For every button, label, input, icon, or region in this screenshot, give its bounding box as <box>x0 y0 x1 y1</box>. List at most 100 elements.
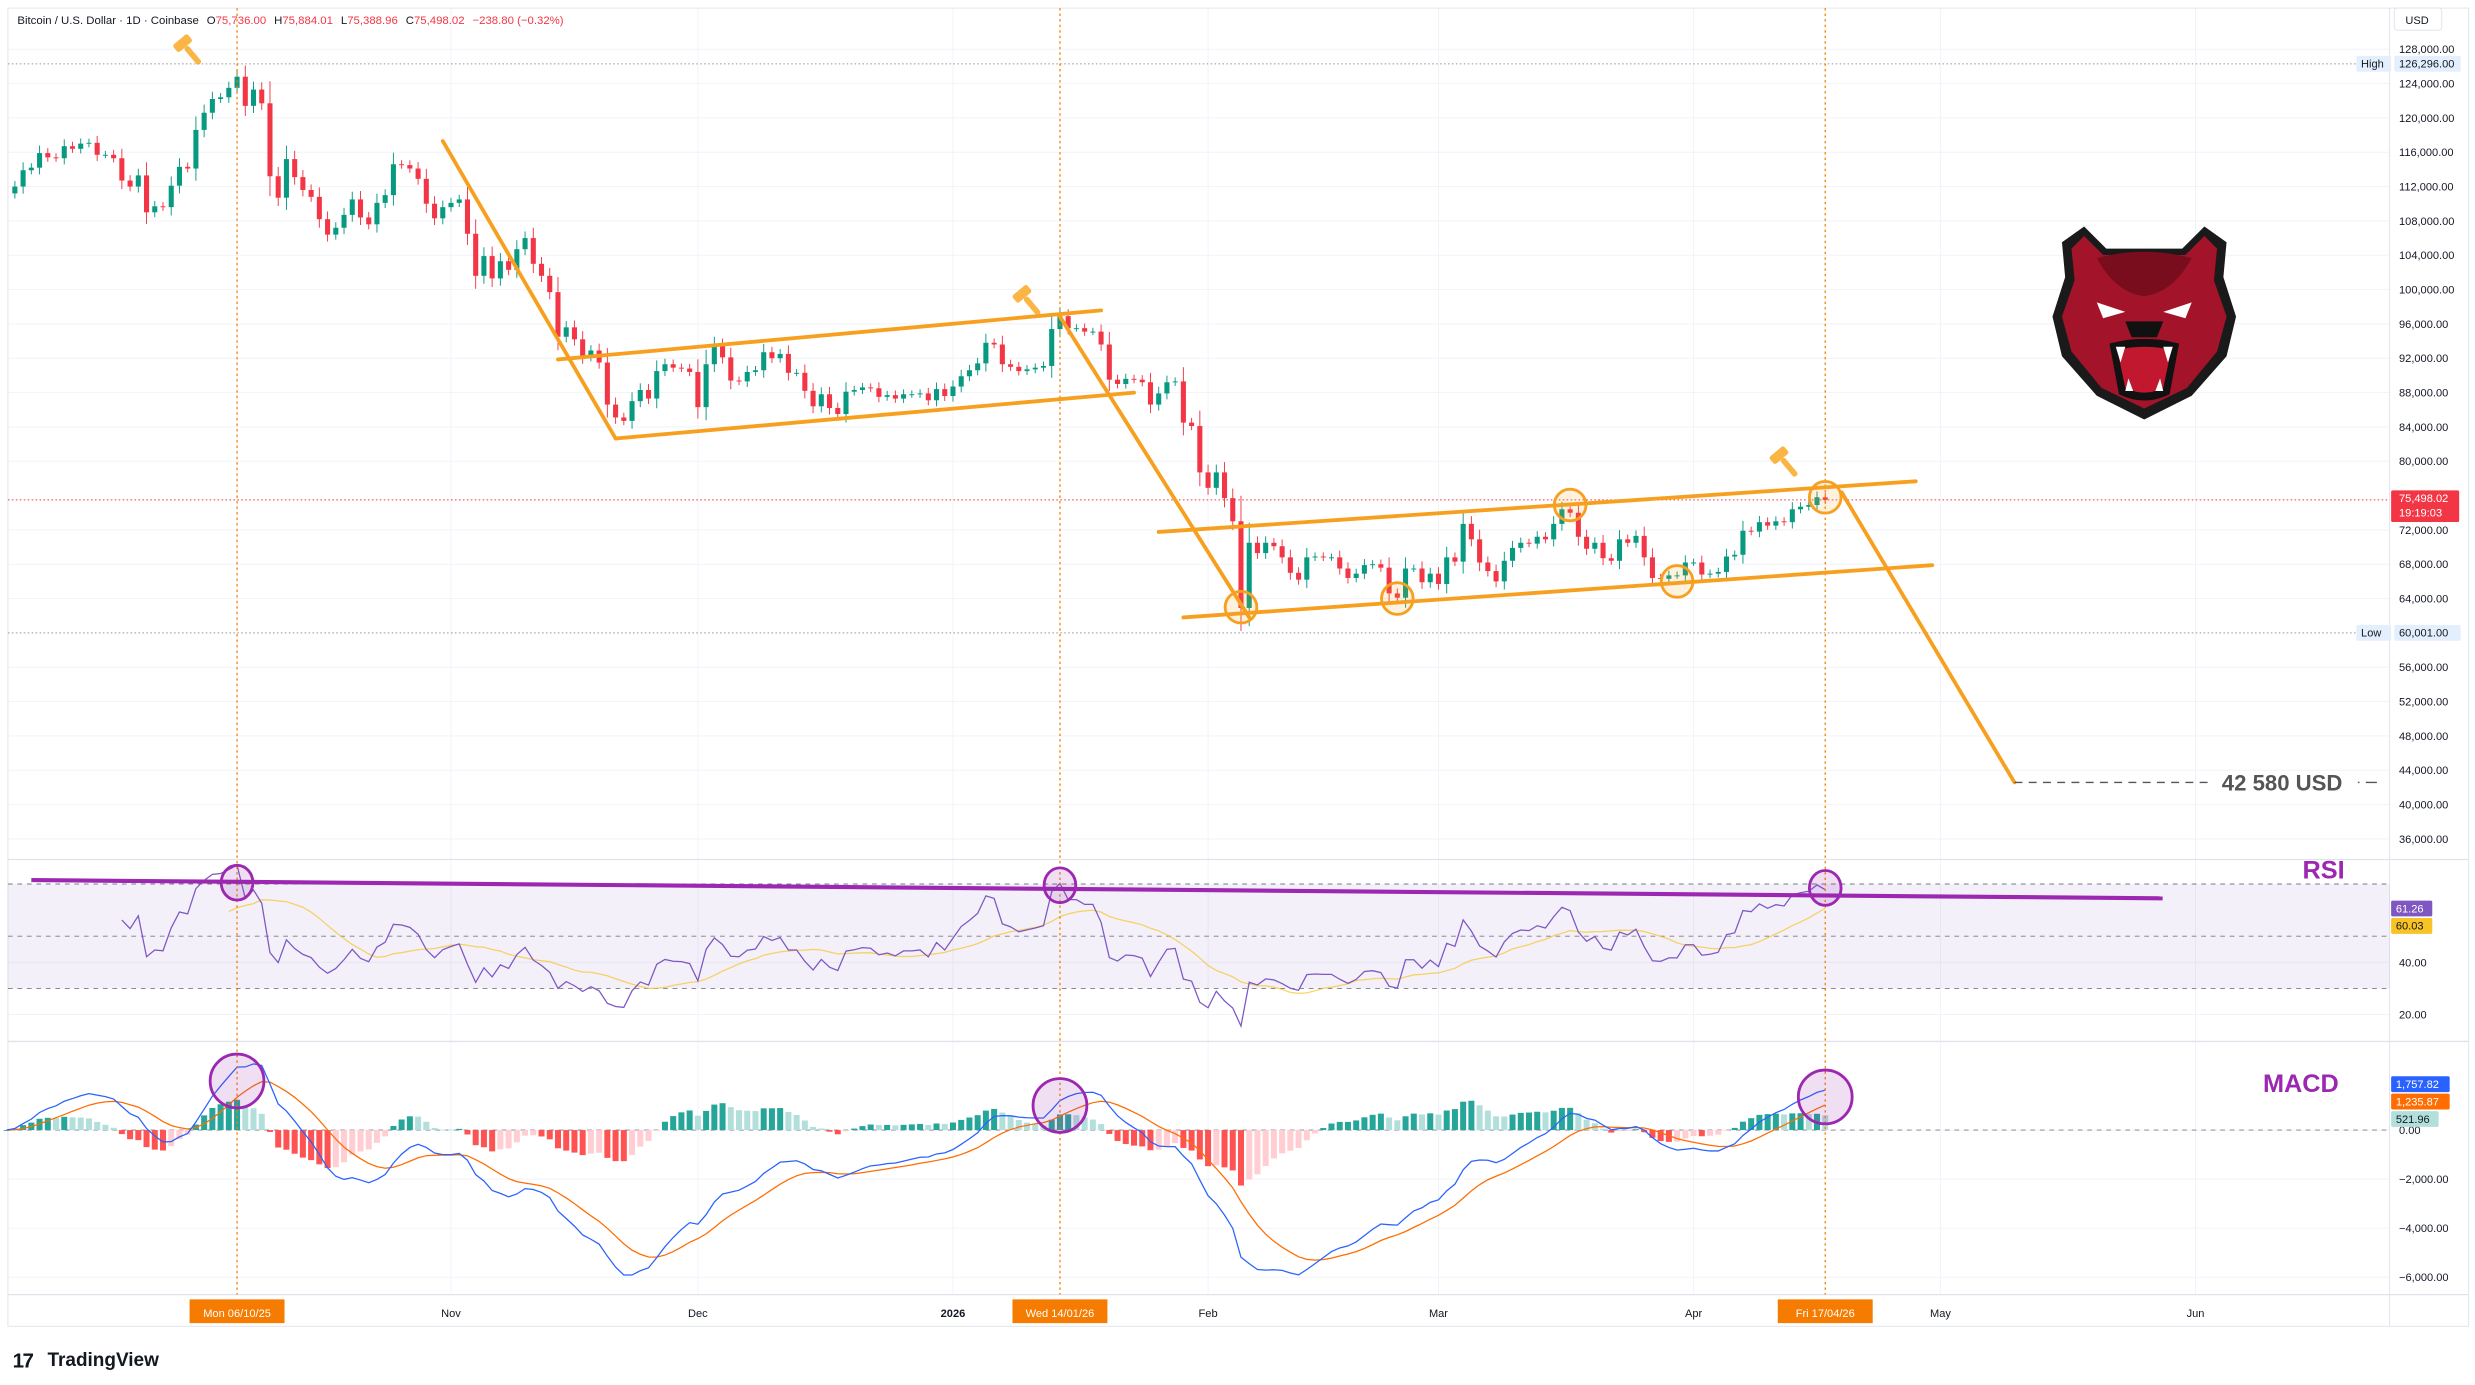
candle[interactable] <box>1518 537 1524 553</box>
candle[interactable] <box>1238 495 1244 631</box>
touch-point-circle[interactable] <box>1380 581 1415 616</box>
candle[interactable] <box>283 145 289 210</box>
candle[interactable] <box>785 345 791 381</box>
candle[interactable] <box>1551 516 1557 547</box>
candle[interactable] <box>1493 564 1499 588</box>
candle[interactable] <box>1534 531 1540 549</box>
candle[interactable] <box>473 219 479 289</box>
candle[interactable] <box>432 196 438 226</box>
candle[interactable] <box>802 364 808 399</box>
candle[interactable] <box>1419 561 1425 589</box>
candle[interactable] <box>119 148 125 190</box>
trend-line-downtrend-1[interactable] <box>440 139 618 441</box>
target-price-label[interactable]: 42 580 USD <box>2222 770 2343 795</box>
candle[interactable] <box>613 397 619 424</box>
candle[interactable] <box>1756 515 1762 538</box>
trend-line-projection[interactable] <box>1839 490 2017 785</box>
candle[interactable] <box>1197 410 1203 487</box>
candle[interactable] <box>1279 539 1285 564</box>
candle[interactable] <box>176 158 182 194</box>
candle[interactable] <box>588 345 594 362</box>
candle[interactable] <box>1353 568 1359 583</box>
candle[interactable] <box>506 255 512 276</box>
candle[interactable] <box>1403 557 1409 608</box>
candle[interactable] <box>687 363 693 377</box>
candle[interactable] <box>193 116 199 181</box>
candle[interactable] <box>1691 558 1697 566</box>
touch-point-circle[interactable] <box>1223 589 1259 625</box>
candle[interactable] <box>637 383 643 408</box>
candle[interactable] <box>761 343 767 378</box>
candle[interactable] <box>226 81 232 103</box>
candle[interactable] <box>530 227 536 274</box>
candle[interactable] <box>292 150 298 185</box>
candle[interactable] <box>769 346 775 364</box>
candle[interactable] <box>736 376 742 386</box>
candle[interactable] <box>547 267 553 300</box>
currency-button[interactable] <box>2393 7 2443 31</box>
candle[interactable] <box>201 104 207 138</box>
candle[interactable] <box>1435 567 1442 590</box>
candle[interactable] <box>933 382 940 407</box>
candle[interactable] <box>390 152 396 206</box>
candle[interactable] <box>407 160 413 173</box>
candle[interactable] <box>1378 559 1384 572</box>
candle[interactable] <box>242 65 248 116</box>
axes[interactable]: 128,000.00 124,000.00 120,000.00 116,000.00… <box>189 44 2461 1324</box>
candle[interactable] <box>1584 529 1590 555</box>
candle[interactable] <box>144 162 150 225</box>
candle[interactable] <box>1131 374 1137 384</box>
candle[interactable] <box>1641 526 1647 566</box>
candle[interactable] <box>86 138 92 148</box>
trend-line-downtrend-2[interactable] <box>1058 314 1252 620</box>
candle[interactable] <box>670 359 676 372</box>
trend-line-channel-1-lower[interactable] <box>613 390 1136 441</box>
candle[interactable] <box>892 390 898 403</box>
candle[interactable] <box>325 211 331 242</box>
candle[interactable] <box>1172 377 1178 386</box>
candle[interactable] <box>1098 324 1104 351</box>
candle[interactable] <box>835 402 841 419</box>
candle[interactable] <box>1460 510 1466 574</box>
hammer-icon[interactable] <box>1012 284 1047 320</box>
candle[interactable] <box>1164 375 1170 400</box>
candle[interactable] <box>349 191 355 222</box>
tradingview-logo[interactable]: 17 TradingView <box>13 1349 159 1372</box>
candle[interactable] <box>851 385 857 396</box>
candle[interactable] <box>160 202 166 211</box>
candle[interactable] <box>111 150 117 163</box>
candle[interactable] <box>1600 535 1606 566</box>
candle[interactable] <box>1049 315 1055 378</box>
candle[interactable] <box>1542 532 1548 544</box>
candle[interactable] <box>950 380 956 402</box>
candle[interactable] <box>218 92 224 103</box>
candle[interactable] <box>917 389 923 398</box>
candle[interactable] <box>1666 570 1672 584</box>
candle[interactable] <box>1263 536 1269 559</box>
candle[interactable] <box>720 338 726 364</box>
candle[interactable] <box>1115 374 1121 389</box>
candle[interactable] <box>827 386 833 415</box>
candle[interactable] <box>333 222 339 240</box>
candle[interactable] <box>1427 567 1433 588</box>
candle[interactable] <box>942 383 948 402</box>
candle[interactable] <box>777 348 783 363</box>
candle[interactable] <box>695 359 701 419</box>
touch-point-circle[interactable] <box>1659 564 1695 599</box>
candle[interactable] <box>1016 361 1022 376</box>
candle[interactable] <box>415 162 421 185</box>
candle[interactable] <box>1510 540 1516 568</box>
candle[interactable] <box>152 200 158 218</box>
touch-point-circle[interactable] <box>1807 480 1843 515</box>
candle[interactable] <box>308 184 314 202</box>
rsi-peak-circle[interactable] <box>1042 866 1078 905</box>
candle[interactable] <box>1386 557 1392 603</box>
candle[interactable] <box>654 360 660 409</box>
candle[interactable] <box>267 81 273 197</box>
candle[interactable] <box>629 392 635 429</box>
trend-line-channel-1-upper[interactable] <box>556 308 1103 362</box>
candle[interactable] <box>1221 462 1228 508</box>
candle[interactable] <box>275 167 281 207</box>
candle[interactable] <box>300 170 306 197</box>
